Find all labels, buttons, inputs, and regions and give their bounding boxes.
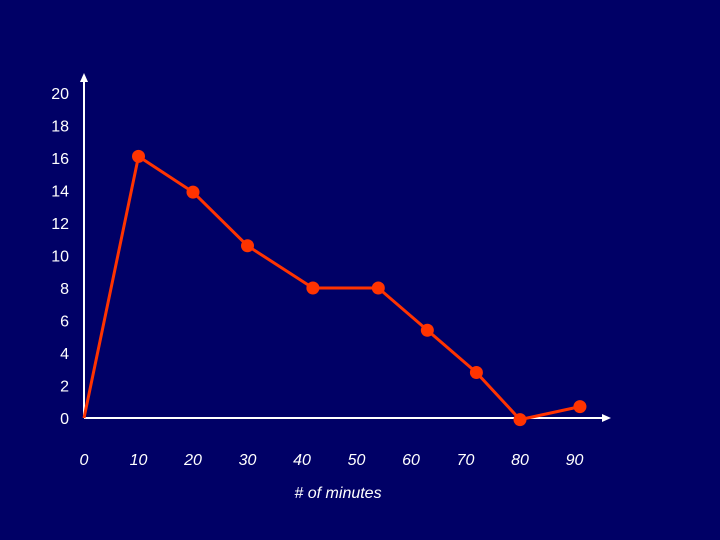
y-tick-label: 10 [51,249,69,266]
data-point [132,149,145,163]
series-group [82,149,587,427]
x-tick-label: 70 [457,452,475,469]
y-tick-label: 0 [60,411,69,428]
x-tick-label: 40 [293,452,311,469]
y-tick-label: 4 [60,346,69,363]
axes [80,73,611,422]
x-axis-title: # of minutes [294,485,381,502]
data-point [306,281,320,295]
x-axis-arrow [602,414,611,422]
x-tick-label: 10 [130,452,148,469]
y-tick-label: 6 [60,314,69,331]
data-point [513,413,527,427]
y-tick-label: 18 [51,119,69,136]
y-tick-label: 16 [51,151,69,168]
series-line [82,154,581,422]
x-tick-label: 80 [511,452,529,469]
data-point [420,323,434,337]
data-point [186,185,200,199]
x-tick-label: 30 [239,452,257,469]
y-tick-label: 8 [60,281,69,298]
y-tick-label: 2 [60,379,69,396]
y-axis-arrow [80,73,88,82]
data-point [469,366,483,379]
y-axis-tick-labels: 0 2 4 6 8 10 12 14 16 18 20 [51,86,69,428]
data-point [241,239,254,253]
y-tick-label: 12 [51,216,69,233]
x-tick-label: 20 [183,452,202,469]
y-tick-label: 20 [51,86,69,103]
x-tick-label: 90 [566,452,584,469]
x-axis-tick-labels: 0 10 20 30 40 50 60 70 80 90 [80,452,584,469]
y-tick-label: 14 [51,184,69,201]
x-tick-label: 50 [348,452,366,469]
data-point [371,281,385,295]
x-tick-label: 60 [402,452,420,469]
x-tick-label: 0 [80,452,89,469]
data-point [573,400,587,414]
